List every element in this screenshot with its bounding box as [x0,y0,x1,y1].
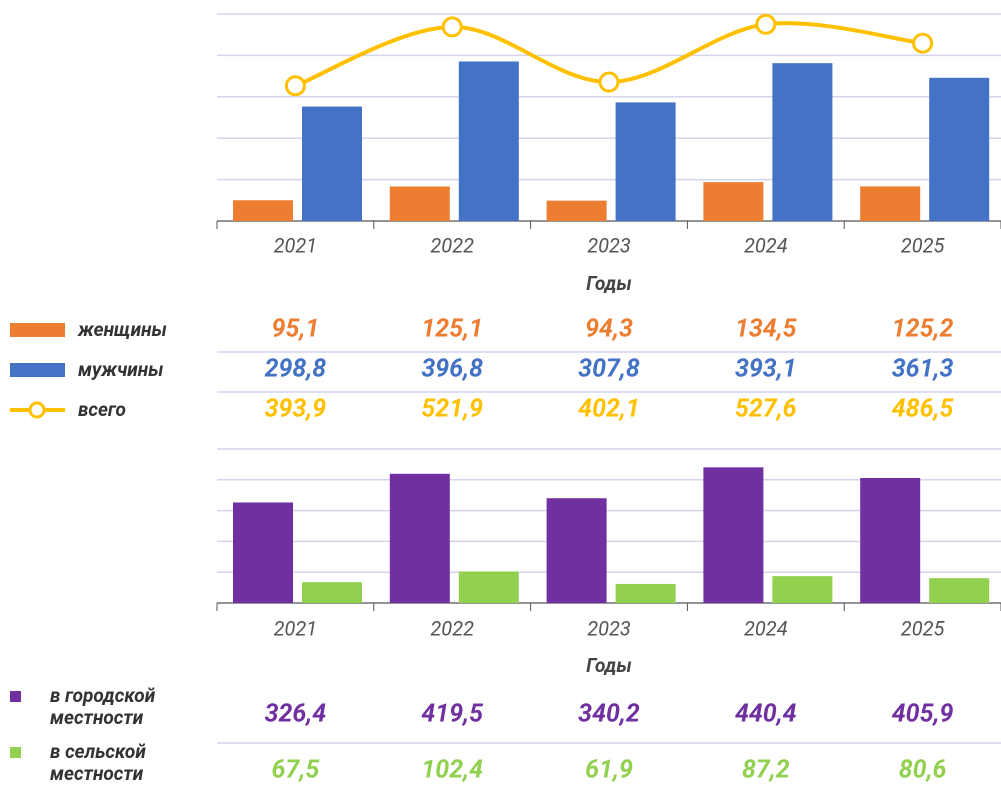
x-axis-label: Годы [586,654,631,677]
legend-swatch [10,323,65,337]
x-tick-label: 2025 [901,233,946,257]
data-label: 340,2 [578,700,640,729]
bar [860,477,921,603]
x-axis-label: Годы [586,272,631,295]
legend-label: мужчины [78,358,164,381]
data-label: 521,9 [421,395,483,424]
x-tick-label: 2024 [744,616,788,640]
legend-label: женщины [78,318,167,341]
data-label: 87,2 [742,756,790,785]
line-marker [598,71,620,93]
bar [703,467,764,603]
line-marker [912,32,934,54]
data-label: 94,3 [585,315,633,344]
data-label: 393,9 [265,395,327,424]
line-marker [441,16,463,38]
bar [703,182,764,221]
data-label: 80,6 [899,756,947,785]
bar [233,200,293,221]
line-marker [284,75,306,97]
legend-swatch [10,691,21,702]
data-label: 102,4 [421,756,483,785]
data-label: 326,4 [265,700,327,729]
bar [929,77,990,221]
bar [302,582,362,603]
bar [772,576,833,603]
line-marker [755,13,777,35]
legend-label: в городской местности [50,684,156,729]
bar [929,578,990,603]
legend-label: в сельской местности [50,740,146,785]
x-tick-label: 2021 [274,616,318,640]
bar [389,473,450,603]
bar [772,63,833,222]
x-tick-label: 2022 [430,233,474,257]
data-label: 125,1 [421,315,483,344]
data-label: 125,2 [892,315,954,344]
bar [615,583,676,603]
data-label: 486,5 [892,395,954,424]
legend-swatch [10,747,21,758]
legend-marker [28,401,46,419]
data-label: 440,4 [735,700,797,729]
x-tick-label: 2024 [744,233,788,257]
data-label: 405,9 [892,700,954,729]
bar [389,186,450,221]
bar [458,571,519,603]
bar [546,200,607,221]
x-tick-label: 2025 [901,616,946,640]
data-label: 134,5 [735,315,797,344]
data-label: 95,1 [272,315,320,344]
data-label: 396,8 [421,355,483,384]
bar [458,61,519,221]
data-label: 402,1 [578,395,640,424]
legend-label: всего [78,398,126,421]
data-label: 61,9 [585,756,633,785]
data-label: 393,1 [735,355,797,384]
x-tick-label: 2022 [430,616,474,640]
legend-swatch [10,363,65,377]
x-tick-label: 2021 [274,233,318,257]
data-label: 361,3 [892,355,954,384]
bar [615,102,676,221]
bar [302,106,362,221]
data-label: 307,8 [578,355,640,384]
data-label: 419,5 [421,700,483,729]
bar [233,502,293,603]
bar [546,498,607,603]
data-label: 527,6 [735,395,797,424]
data-label: 67,5 [272,756,320,785]
data-label: 298,8 [265,355,327,384]
x-tick-label: 2023 [587,233,631,257]
x-tick-label: 2023 [587,616,631,640]
bar [860,186,921,221]
